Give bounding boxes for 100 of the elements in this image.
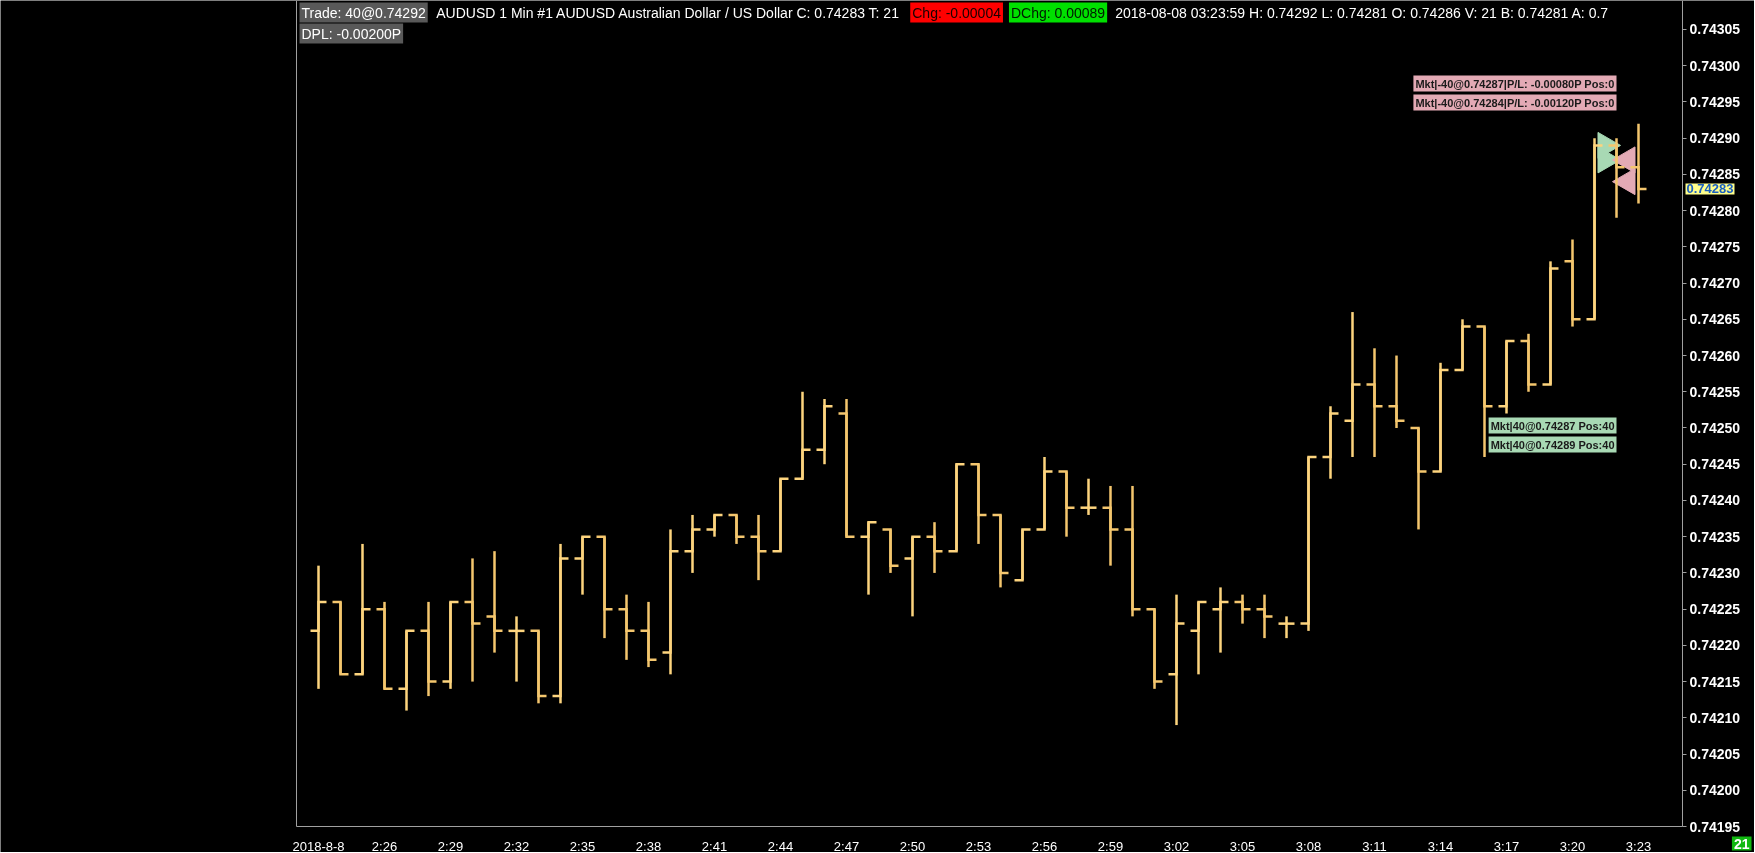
annotation: DChg: 0.00089 — [1010, 4, 1106, 21]
x-tick-label: 3:11 — [1362, 838, 1387, 853]
y-tick-label: 0.74240 — [1689, 492, 1741, 509]
candlestick — [793, 390, 812, 480]
x-tick-label: 2:35 — [569, 838, 596, 853]
candlestick — [573, 535, 592, 596]
candlestick — [727, 513, 746, 546]
candlestick — [1409, 426, 1428, 531]
y-tick-label: 0.74205 — [1689, 746, 1741, 763]
y-tick-label: 0.74220 — [1689, 637, 1741, 654]
candlestick — [1057, 470, 1076, 538]
candlestick — [1079, 477, 1098, 517]
candlestick — [749, 513, 768, 582]
candlestick — [837, 397, 856, 538]
annotation: Mkt|40@0.74289 Pos:40 — [1490, 438, 1615, 451]
candlestick — [683, 513, 702, 575]
candlestick — [925, 520, 944, 575]
candlestick — [1035, 455, 1054, 531]
x-tick-label: 2:44 — [767, 838, 794, 853]
y-tick-label: 0.74265 — [1689, 311, 1741, 328]
y-tick-label: 0.74285 — [1689, 166, 1741, 183]
candlestick — [903, 535, 922, 618]
candlestick — [485, 549, 504, 654]
candlestick — [1453, 318, 1472, 372]
y-tick-label: 0.74200 — [1689, 782, 1741, 799]
candlestick — [331, 600, 350, 676]
y-tick-label: 0.74255 — [1689, 383, 1741, 400]
annotation: Chg: -0.00004 — [912, 4, 1002, 21]
annotation: Mkt|-40@0.74284|P/L: -0.00120P Pos:0 — [1415, 96, 1615, 109]
annotation: Mkt|40@0.74287 Pos:40 — [1490, 419, 1615, 432]
candlestick — [947, 462, 966, 553]
candlestick — [1563, 238, 1582, 328]
candlestick — [1123, 484, 1142, 618]
x-tick-label: 3:02 — [1163, 838, 1190, 853]
candlestick — [815, 397, 834, 466]
candlestick — [1145, 607, 1164, 691]
y-tick-label: 0.74305 — [1689, 21, 1741, 38]
x-tick-label: 2:50 — [899, 838, 926, 853]
candlestick — [1211, 586, 1230, 654]
candlestick — [859, 520, 878, 596]
y-tick-label: 0.74195 — [1689, 818, 1741, 835]
y-tick-label: 0.74210 — [1689, 709, 1741, 726]
x-tick-label: 3:20 — [1559, 838, 1586, 853]
text: 21 — [1733, 835, 1750, 852]
candlestick — [617, 593, 636, 662]
y-tick-label: 0.74260 — [1689, 347, 1741, 364]
candlestick — [1255, 593, 1274, 640]
candlestick — [595, 535, 614, 640]
candlestick — [1013, 528, 1032, 582]
candlestick — [1299, 455, 1318, 633]
x-tick-label: 2:29 — [437, 838, 464, 853]
y-tick-label: 0.74230 — [1689, 564, 1741, 581]
candlestick — [1497, 339, 1516, 415]
y-tick-label: 0.74225 — [1689, 601, 1741, 618]
y-tick-label: 0.74275 — [1689, 238, 1741, 255]
x-tick-label: 3:23 — [1625, 838, 1652, 853]
annotation: DPL: -0.00200P — [301, 25, 402, 42]
candlestick — [969, 462, 988, 546]
y-tick-label: 0.74235 — [1689, 528, 1741, 545]
candlestick — [397, 629, 416, 712]
candlestick — [1365, 347, 1384, 459]
candlestick — [1431, 361, 1450, 473]
candlestick — [1607, 136, 1626, 220]
candlestick — [1629, 122, 1648, 205]
x-tick-label: 2:59 — [1097, 838, 1124, 853]
candlestick — [353, 542, 372, 676]
annotation: Trade: 40@0.74292 — [301, 4, 426, 21]
x-tick-label: 3:17 — [1493, 838, 1520, 853]
candlestick — [881, 528, 900, 575]
x-tick-label: 2:26 — [371, 838, 398, 853]
x-tick-label: 2:53 — [965, 838, 992, 853]
candlestick — [1167, 593, 1186, 727]
candlestick — [1585, 136, 1604, 321]
candlestick — [705, 513, 724, 538]
candlestick — [1321, 405, 1340, 480]
candlestick — [1519, 332, 1538, 394]
y-tick-label: 0.74280 — [1689, 202, 1741, 219]
candlestick — [529, 629, 548, 705]
candlestick — [1387, 354, 1406, 430]
x-tick-label: 2:47 — [833, 838, 860, 853]
candlestick — [1541, 260, 1560, 386]
candlestick — [1101, 484, 1120, 567]
annotation: AUDUSD 1 Min #1 AUDUSD Australian Dollar / US Dollar C: 0.74283 T: 21 — [436, 4, 900, 21]
x-tick-label: 2:56 — [1031, 838, 1058, 853]
x-tick-label: 2018-8-8 — [292, 838, 345, 853]
y-tick-label: 0.74300 — [1689, 57, 1741, 74]
x-tick-label: 3:14 — [1427, 838, 1454, 853]
candlestick — [1233, 593, 1252, 625]
candlestick — [441, 600, 460, 691]
y-tick-label: 0.74270 — [1689, 275, 1741, 292]
candlestick — [1277, 615, 1296, 640]
y-tick-label: 0.74290 — [1689, 130, 1741, 147]
y-tick-label: 0.74215 — [1689, 673, 1741, 690]
x-tick-label: 2:38 — [635, 838, 662, 853]
candlestick — [463, 557, 482, 683]
candlestick — [309, 564, 328, 691]
candlestick — [1189, 600, 1208, 676]
candlestick — [771, 477, 790, 553]
x-tick-label: 2:32 — [503, 838, 530, 853]
annotation: Mkt|-40@0.74287|P/L: -0.00080P Pos:0 — [1415, 77, 1615, 90]
